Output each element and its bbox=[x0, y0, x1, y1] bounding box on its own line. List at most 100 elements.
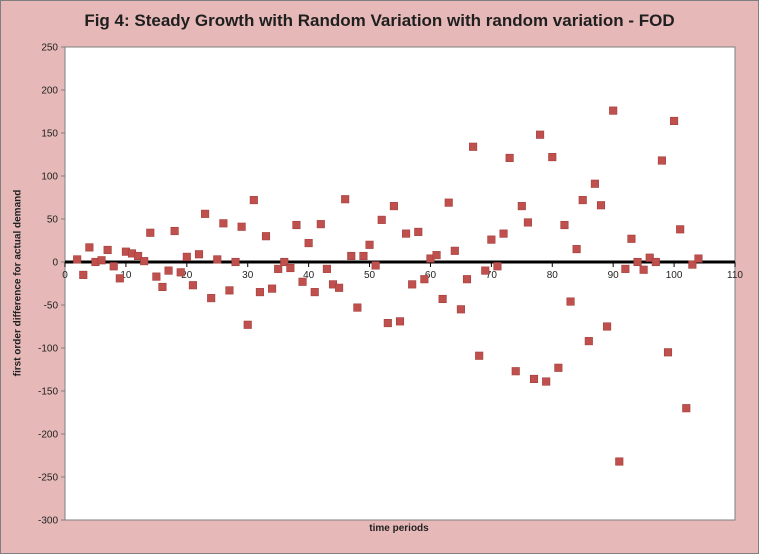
data-point bbox=[414, 227, 423, 236]
data-point bbox=[268, 284, 277, 293]
data-point bbox=[255, 288, 264, 297]
data-point bbox=[292, 220, 301, 230]
data-point bbox=[408, 280, 417, 289]
y-tick-label: -150 bbox=[38, 387, 58, 398]
data-point bbox=[274, 264, 283, 273]
data-point bbox=[377, 215, 386, 224]
plot-area bbox=[64, 46, 736, 521]
data-point bbox=[322, 264, 331, 273]
data-point bbox=[85, 243, 94, 252]
y-axis-ticks: -300 -250 -200 -150 -100 -50 0 50 100 150 200 250 bbox=[38, 43, 65, 527]
data-point bbox=[213, 255, 222, 264]
data-point bbox=[596, 201, 606, 210]
data-point bbox=[529, 374, 539, 384]
data-point bbox=[682, 404, 691, 413]
y-axis-label: first order difference for actual demand bbox=[12, 189, 24, 377]
x-tick-label: 10 bbox=[120, 270, 132, 281]
data-point bbox=[304, 239, 313, 248]
x-tick-label: 90 bbox=[608, 270, 620, 281]
y-tick-label: 100 bbox=[41, 172, 58, 183]
data-point bbox=[194, 250, 204, 259]
data-point bbox=[158, 282, 167, 291]
data-point bbox=[389, 202, 398, 211]
data-point bbox=[578, 196, 587, 205]
data-point bbox=[493, 262, 502, 271]
x-tick-label: 20 bbox=[181, 270, 193, 281]
data-point bbox=[670, 116, 679, 126]
data-point bbox=[316, 220, 325, 229]
data-point bbox=[462, 275, 472, 284]
y-tick-label: -200 bbox=[38, 430, 58, 441]
x-tick-label: 40 bbox=[303, 270, 315, 281]
data-point bbox=[298, 277, 307, 286]
data-point bbox=[420, 275, 429, 284]
y-tick-label: -50 bbox=[44, 301, 59, 312]
data-point bbox=[176, 268, 185, 277]
data-point bbox=[676, 225, 685, 234]
y-tick-label: -100 bbox=[38, 344, 58, 355]
chart-title: Fig 4: Steady Growth with Random Variati… bbox=[84, 11, 675, 30]
data-point bbox=[499, 229, 508, 238]
x-tick-label: 60 bbox=[425, 270, 437, 281]
y-tick-label: 250 bbox=[41, 43, 58, 54]
data-point bbox=[402, 229, 411, 238]
data-point bbox=[359, 251, 368, 261]
data-point bbox=[663, 348, 673, 357]
x-tick-label: 30 bbox=[242, 270, 254, 281]
data-point bbox=[371, 261, 380, 270]
x-tick-label: 70 bbox=[486, 270, 498, 281]
y-tick-label: -250 bbox=[38, 473, 58, 484]
data-point bbox=[609, 106, 618, 115]
data-points bbox=[73, 106, 703, 466]
data-point bbox=[73, 255, 82, 264]
data-point bbox=[566, 297, 575, 306]
data-point bbox=[511, 367, 520, 376]
y-tick-label: -300 bbox=[38, 516, 58, 527]
x-tick-label: 0 bbox=[62, 270, 68, 281]
data-point bbox=[645, 253, 654, 262]
data-point bbox=[639, 265, 648, 274]
data-point bbox=[627, 234, 636, 243]
data-point bbox=[237, 222, 246, 231]
data-point bbox=[651, 257, 660, 267]
data-point bbox=[523, 218, 532, 227]
data-point bbox=[201, 209, 210, 218]
data-point bbox=[335, 283, 344, 292]
y-tick-label: 0 bbox=[52, 258, 58, 269]
x-tick-label: 100 bbox=[666, 270, 683, 281]
data-point bbox=[207, 294, 216, 303]
x-tick-label: 110 bbox=[727, 270, 743, 281]
data-point bbox=[188, 281, 197, 290]
data-point bbox=[146, 228, 155, 237]
x-axis-ticks: 0 10 20 30 40 50 60 70 80 90 100 110 bbox=[62, 262, 743, 281]
x-tick-label: 80 bbox=[547, 270, 559, 281]
data-point bbox=[688, 260, 697, 269]
data-point bbox=[584, 337, 593, 346]
data-point bbox=[450, 246, 459, 255]
data-point bbox=[603, 322, 612, 331]
data-point bbox=[182, 252, 191, 261]
data-point bbox=[365, 240, 374, 249]
data-point bbox=[134, 251, 143, 261]
y-tick-label: 200 bbox=[41, 86, 58, 97]
data-point bbox=[79, 270, 88, 279]
data-point bbox=[536, 130, 545, 139]
data-point bbox=[475, 351, 484, 360]
data-point bbox=[152, 272, 161, 281]
data-point bbox=[542, 377, 551, 386]
data-point bbox=[170, 226, 179, 236]
data-point bbox=[444, 198, 453, 207]
data-point bbox=[633, 257, 642, 267]
data-point bbox=[438, 294, 447, 304]
data-point bbox=[286, 263, 295, 273]
data-point bbox=[225, 286, 234, 295]
data-point bbox=[249, 196, 258, 205]
data-point bbox=[487, 235, 496, 244]
data-point bbox=[103, 245, 112, 255]
data-point bbox=[243, 320, 252, 329]
data-point bbox=[572, 245, 581, 254]
data-point bbox=[164, 266, 173, 275]
data-point bbox=[219, 219, 228, 228]
data-point bbox=[548, 153, 557, 162]
